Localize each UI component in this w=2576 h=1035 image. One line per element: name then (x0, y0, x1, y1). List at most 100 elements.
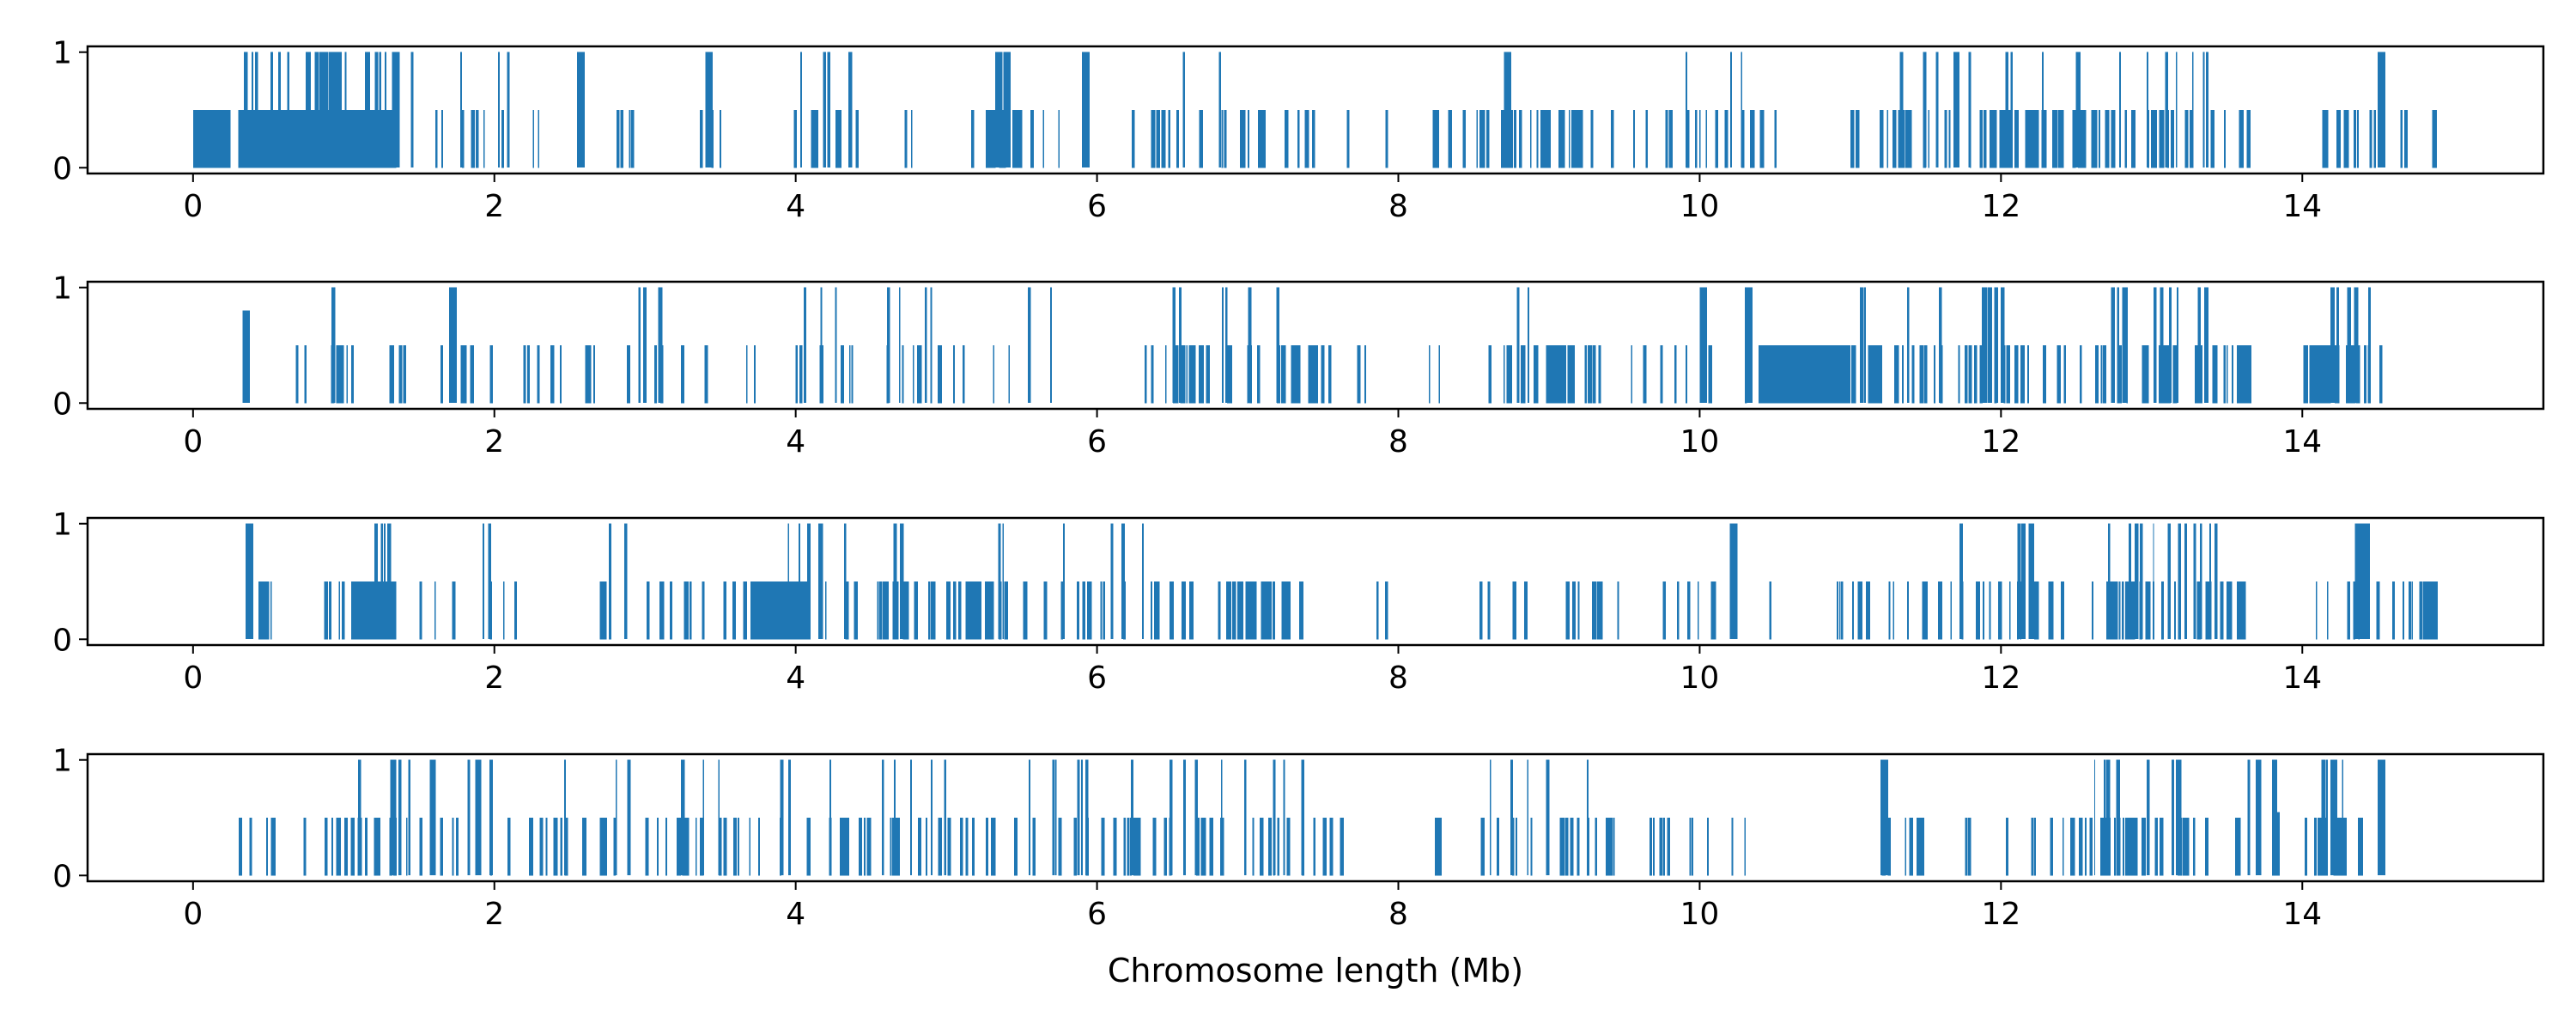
bar (343, 818, 348, 876)
bar (2175, 52, 2178, 168)
bar (374, 818, 379, 876)
bar (1984, 110, 1987, 168)
bar (1944, 110, 1947, 168)
bar (960, 818, 963, 876)
bar (1154, 581, 1158, 640)
bar (1774, 110, 1777, 168)
bar (2034, 581, 2037, 640)
bar (440, 818, 444, 876)
bar (1956, 52, 1960, 168)
bar (844, 523, 847, 640)
bar (2141, 818, 2146, 876)
bar (1376, 581, 1379, 640)
bar (2001, 287, 2005, 404)
bar (2220, 581, 2222, 640)
x-tick-label: 6 (1087, 897, 1107, 932)
bar (972, 818, 975, 876)
bar (1190, 345, 1195, 404)
bar-block (1132, 110, 1315, 168)
bar (419, 581, 422, 640)
bar (1852, 581, 1855, 640)
bar (2159, 818, 2164, 876)
bar (1273, 581, 1276, 640)
bar (638, 287, 641, 404)
bar (910, 759, 913, 876)
bar (795, 345, 798, 404)
bar (848, 345, 851, 404)
bar (2003, 345, 2006, 404)
bar (1935, 52, 1939, 168)
bar (1686, 581, 1691, 640)
bar-block (1516, 287, 1529, 404)
bar (1121, 523, 1125, 640)
bar (1645, 110, 1649, 168)
bar (1850, 110, 1855, 168)
bar (902, 345, 904, 404)
bar-block (965, 818, 1130, 876)
bar-block (2098, 110, 2251, 168)
bar (1859, 287, 1863, 404)
bar (939, 345, 942, 404)
bar (1504, 345, 1505, 404)
bar-block (887, 287, 933, 404)
bar (1924, 345, 1928, 404)
bar (665, 818, 667, 876)
bar (788, 759, 791, 876)
bar-block (1062, 523, 1145, 640)
bar (1598, 345, 1601, 404)
bar (704, 345, 708, 404)
bar-block (1685, 52, 1743, 168)
bar (554, 818, 558, 876)
bar (2223, 110, 2226, 168)
bar (2051, 581, 2054, 640)
x-tick-label: 14 (2282, 661, 2322, 696)
bar (2178, 523, 2182, 640)
bar (2036, 110, 2039, 168)
bar (1132, 110, 1135, 168)
bar (329, 581, 331, 640)
bar-block (793, 110, 859, 168)
bar (1968, 52, 1971, 168)
bar-block (638, 287, 663, 404)
bar-block (2330, 287, 2371, 404)
bar (1856, 110, 1860, 168)
bar (2184, 110, 2189, 168)
bar (1017, 110, 1023, 168)
bar (938, 818, 942, 876)
bar (1283, 581, 1288, 640)
bar-block (2005, 52, 2081, 168)
bar (264, 581, 270, 640)
bar (2146, 581, 2151, 640)
bar-block (482, 523, 492, 640)
bar (723, 818, 727, 876)
bar (1593, 581, 1597, 640)
bar (1999, 110, 2006, 168)
bar-block (1959, 523, 1963, 640)
bar (1611, 110, 1614, 168)
bar (489, 759, 493, 876)
bar (1674, 345, 1677, 404)
bar (1329, 818, 1334, 876)
bar (1113, 818, 1117, 876)
axes-frame-panel-1 (86, 45, 2545, 175)
bar (1448, 110, 1453, 168)
bar (338, 581, 340, 640)
bar (258, 581, 262, 640)
bar (270, 52, 274, 168)
bar-block (609, 523, 628, 640)
bar (1276, 287, 1280, 404)
y-tick-label: 1 (52, 271, 72, 307)
bar-block (615, 759, 720, 876)
bar-block (1662, 581, 1772, 640)
bar (577, 52, 585, 168)
bar (2246, 110, 2251, 168)
bar (2208, 523, 2212, 640)
bar (754, 345, 756, 404)
bar (2122, 818, 2124, 876)
bar (2124, 110, 2127, 168)
bar (1633, 110, 1636, 168)
bar (1432, 110, 1437, 168)
x-tick-label: 10 (1680, 897, 1720, 932)
bar (1182, 581, 1185, 640)
bar (350, 818, 355, 876)
